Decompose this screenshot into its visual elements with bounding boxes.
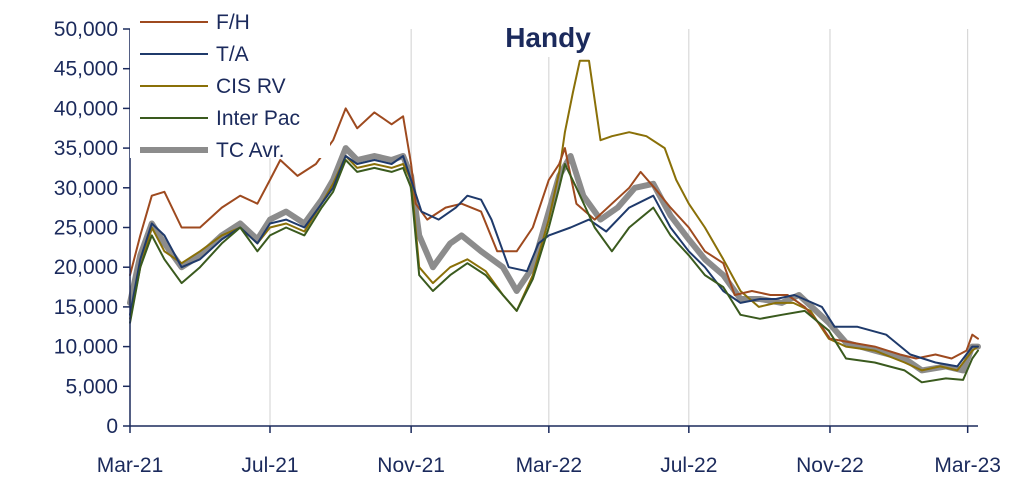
y-tick-label: 20,000 [54,256,118,279]
x-tick-label: Nov-21 [377,454,445,477]
y-tick-label: 35,000 [54,137,118,160]
y-tick-label: 40,000 [54,97,118,120]
x-tick-label: Nov-22 [796,454,864,477]
y-tick-label: 50,000 [54,18,118,41]
y-tick-label: 5,000 [65,375,118,398]
legend-label: Inter Pac [216,107,300,130]
series-line-inter-pac [129,159,979,384]
legend-background [130,8,330,158]
legend-label: TC Avr. [216,139,284,162]
chart-title: Handy [505,22,591,53]
x-tick-label: Mar-22 [516,454,583,477]
x-axis-tick-labels: Mar-21 Jul-21 Nov-21 Mar-22 Jul-22 Nov-22 Mar-… [97,454,1001,477]
series-line-f-h [129,107,979,360]
y-axis-tick-labels: 0 5,000 10,000 15,000 20,000 25,000 30,000 35,0… [54,18,118,438]
legend-label: T/A [216,43,249,66]
legend: F/H T/A CIS RV Inter Pac TC Avr. [130,8,330,162]
series-line-tc-avr- [127,145,981,374]
vertical-gridlines [269,29,969,426]
series-line-t-a [129,155,979,368]
y-tick-label: 45,000 [54,58,118,81]
legend-label: CIS RV [216,75,286,98]
y-tick-label: 0 [106,415,118,438]
x-tick-label: Jul-22 [660,454,717,477]
y-tick-label: 10,000 [54,336,118,359]
x-tick-label: Mar-23 [934,454,1001,477]
x-tick-label: Jul-21 [241,454,298,477]
y-tick-label: 15,000 [54,296,118,319]
y-tick-label: 25,000 [54,217,118,240]
series-lines [127,59,981,384]
title-box: Handy [486,15,610,57]
y-tick-label: 30,000 [54,177,118,200]
x-tick-label: Mar-21 [97,454,164,477]
legend-label: F/H [216,11,250,34]
